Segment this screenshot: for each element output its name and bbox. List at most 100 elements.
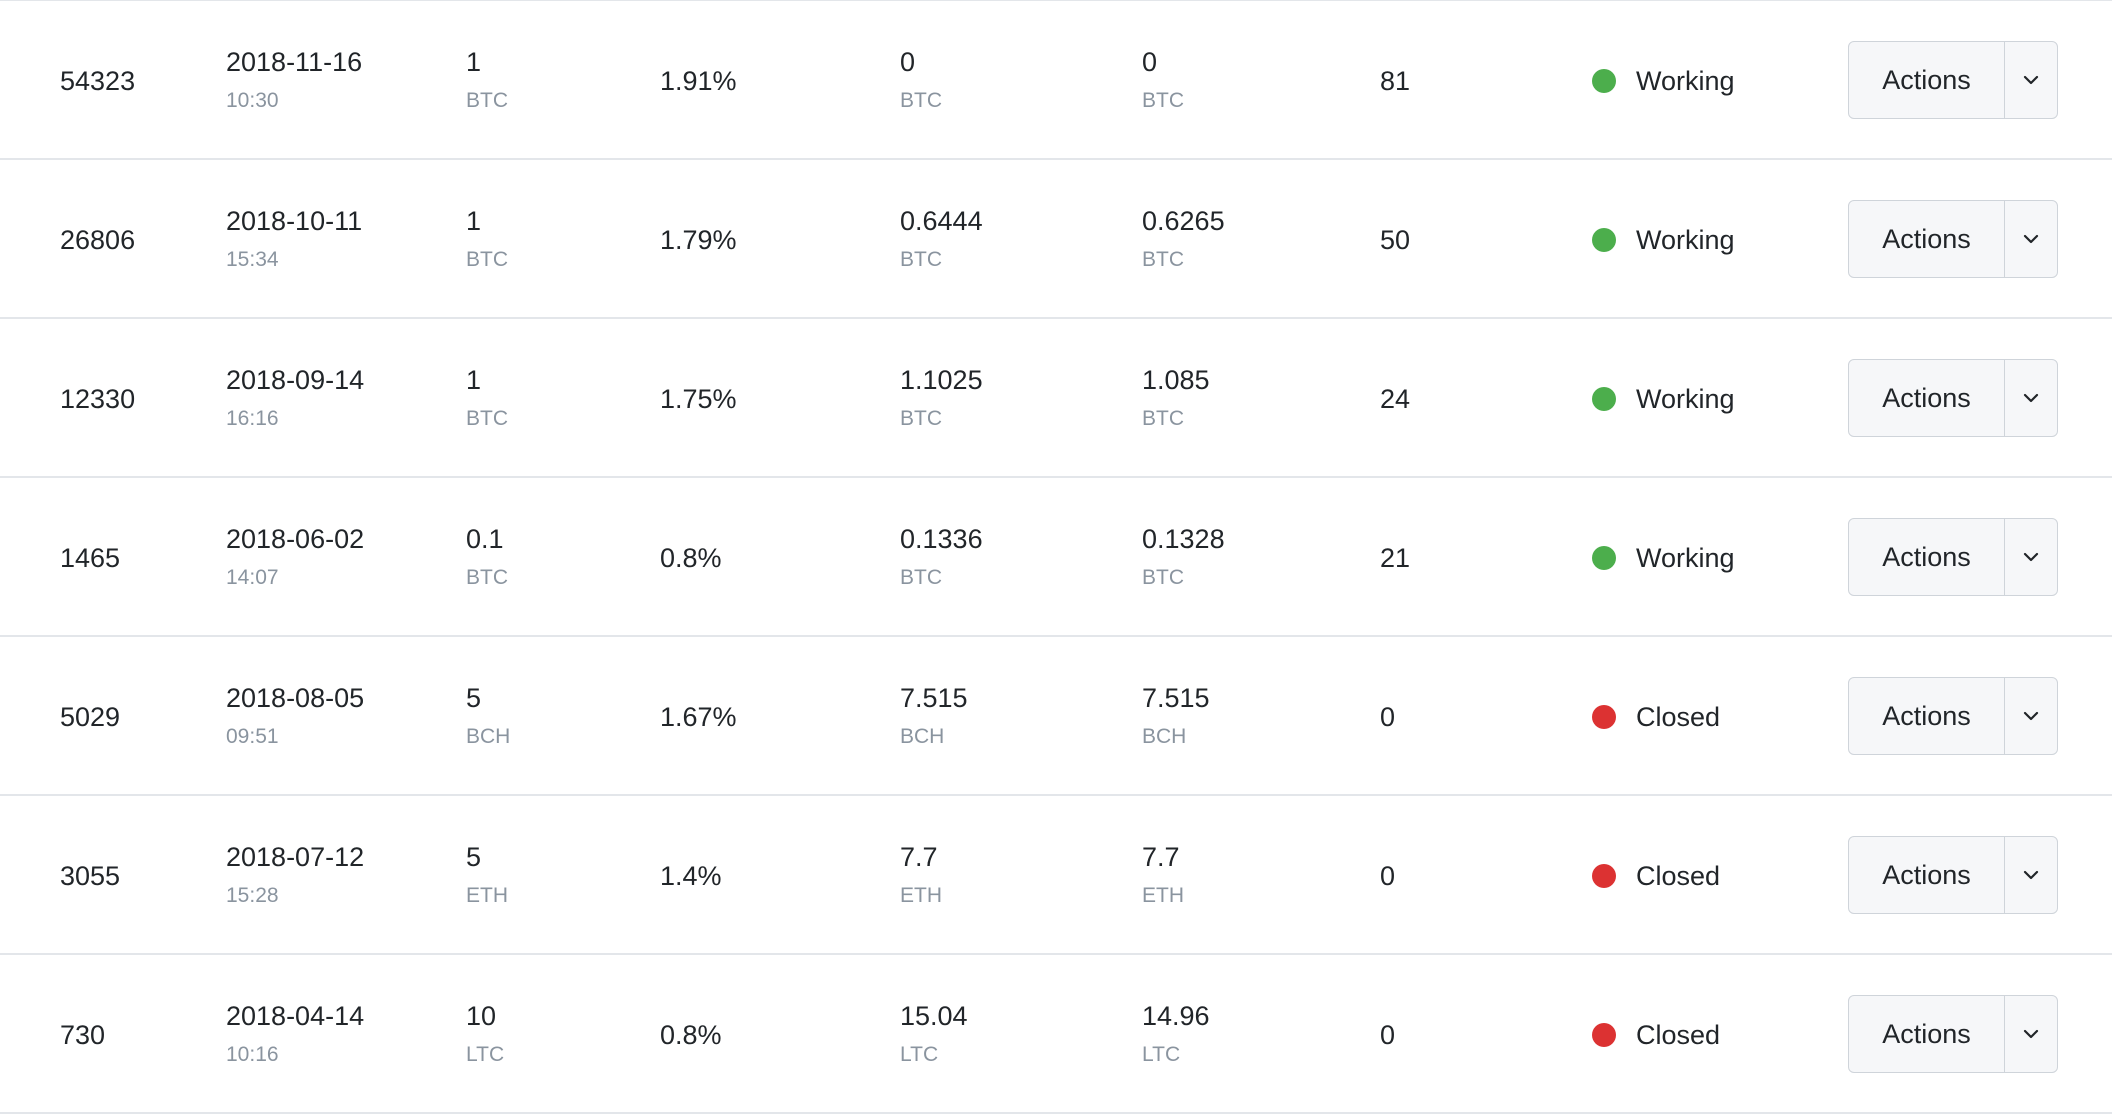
value1-value: 15.04 — [900, 1001, 968, 1031]
table-row: 12330 2018-09-14 16:16 1 BTC 1.75% 1.102… — [0, 319, 2112, 478]
value2-unit: BTC — [1142, 407, 1184, 430]
count-value: 21 — [1380, 543, 1411, 573]
actions-button-group: Actions — [1848, 41, 2058, 119]
value2-unit: BTC — [1142, 566, 1184, 589]
status-dot-icon — [1592, 228, 1616, 252]
actions-dropdown-toggle[interactable] — [2005, 519, 2057, 595]
time-value: 15:34 — [226, 248, 279, 271]
actions-button[interactable]: Actions — [1849, 360, 2005, 436]
value1-value: 7.515 — [900, 683, 968, 713]
status-dot-icon — [1592, 546, 1616, 570]
rate-value: 1.67% — [660, 702, 737, 732]
chevron-down-icon — [2023, 1029, 2039, 1039]
amount-value: 1 — [466, 47, 482, 77]
table-row: 26806 2018-10-11 15:34 1 BTC 1.79% 0.644… — [0, 160, 2112, 319]
table-row: 730 2018-04-14 10:16 10 LTC 0.8% 15.04 L… — [0, 955, 2112, 1114]
date-value: 2018-06-02 — [226, 524, 365, 554]
amount-unit: BCH — [466, 725, 511, 748]
actions-button[interactable]: Actions — [1849, 837, 2005, 913]
value1-unit: BTC — [900, 566, 942, 589]
count-value: 50 — [1380, 225, 1411, 255]
table-row: 5029 2018-08-05 09:51 5 BCH 1.67% 7.515 … — [0, 637, 2112, 796]
actions-button[interactable]: Actions — [1849, 42, 2005, 118]
amount-unit: ETH — [466, 884, 508, 907]
amount-value: 0.1 — [466, 524, 504, 554]
value2-unit: BCH — [1142, 725, 1187, 748]
actions-dropdown-toggle[interactable] — [2005, 996, 2057, 1072]
count-value: 0 — [1380, 1020, 1396, 1050]
rate-value: 1.75% — [660, 384, 737, 414]
status-label: Working — [1636, 66, 1735, 96]
amount-unit: LTC — [466, 1043, 505, 1066]
chevron-down-icon — [2023, 552, 2039, 562]
table-row: 3055 2018-07-12 15:28 5 ETH 1.4% 7.7 ETH… — [0, 796, 2112, 955]
chevron-down-icon — [2023, 393, 2039, 403]
count-value: 0 — [1380, 861, 1396, 891]
status-label: Working — [1636, 225, 1735, 255]
status-label: Closed — [1636, 1020, 1721, 1050]
rate-value: 0.8% — [660, 1020, 722, 1050]
amount-unit: BTC — [466, 407, 508, 430]
actions-dropdown-toggle[interactable] — [2005, 201, 2057, 277]
row-id: 1465 — [60, 543, 121, 573]
date-value: 2018-08-05 — [226, 683, 365, 713]
rate-value: 0.8% — [660, 543, 722, 573]
actions-button-group: Actions — [1848, 200, 2058, 278]
status-label: Working — [1636, 384, 1735, 414]
actions-button-group: Actions — [1848, 836, 2058, 914]
row-id: 12330 — [60, 384, 136, 414]
status-label: Closed — [1636, 861, 1721, 891]
value1-value: 0.1336 — [900, 524, 983, 554]
value1-unit: ETH — [900, 884, 942, 907]
amount-unit: BTC — [466, 566, 508, 589]
value2-value: 0.6265 — [1142, 206, 1225, 236]
status-dot-icon — [1592, 705, 1616, 729]
value2-value: 0.1328 — [1142, 524, 1225, 554]
count-value: 24 — [1380, 384, 1411, 414]
count-value: 0 — [1380, 702, 1396, 732]
row-id: 3055 — [60, 861, 121, 891]
time-value: 15:28 — [226, 884, 279, 907]
actions-button-group: Actions — [1848, 518, 2058, 596]
value2-unit: BTC — [1142, 89, 1184, 112]
status-dot-icon — [1592, 387, 1616, 411]
amount-value: 5 — [466, 683, 482, 713]
time-value: 16:16 — [226, 407, 279, 430]
time-value: 09:51 — [226, 725, 279, 748]
value1-unit: BTC — [900, 407, 942, 430]
actions-button-group: Actions — [1848, 359, 2058, 437]
table-row: 1465 2018-06-02 14:07 0.1 BTC 0.8% 0.133… — [0, 478, 2112, 637]
actions-dropdown-toggle[interactable] — [2005, 360, 2057, 436]
value2-unit: ETH — [1142, 884, 1184, 907]
count-value: 81 — [1380, 66, 1411, 96]
actions-dropdown-toggle[interactable] — [2005, 837, 2057, 913]
actions-dropdown-toggle[interactable] — [2005, 42, 2057, 118]
value2-unit: LTC — [1142, 1043, 1181, 1066]
status-dot-icon — [1592, 864, 1616, 888]
date-value: 2018-10-11 — [226, 206, 363, 236]
amount-unit: BTC — [466, 248, 508, 271]
actions-dropdown-toggle[interactable] — [2005, 678, 2057, 754]
date-value: 2018-11-16 — [226, 47, 363, 77]
amount-value: 5 — [466, 842, 482, 872]
value1-unit: BCH — [900, 725, 945, 748]
actions-button-group: Actions — [1848, 677, 2058, 755]
actions-button[interactable]: Actions — [1849, 519, 2005, 595]
time-value: 10:30 — [226, 89, 279, 112]
actions-button[interactable]: Actions — [1849, 201, 2005, 277]
rate-value: 1.91% — [660, 66, 737, 96]
actions-button[interactable]: Actions — [1849, 996, 2005, 1072]
value2-value: 7.7 — [1142, 842, 1180, 872]
row-id: 54323 — [60, 66, 136, 96]
amount-value: 10 — [466, 1001, 497, 1031]
value1-unit: LTC — [900, 1043, 939, 1066]
amount-value: 1 — [466, 206, 482, 236]
row-id: 5029 — [60, 702, 121, 732]
value1-value: 7.7 — [900, 842, 938, 872]
value1-value: 0 — [900, 47, 916, 77]
time-value: 14:07 — [226, 566, 279, 589]
value2-value: 7.515 — [1142, 683, 1210, 713]
table-row: 54323 2018-11-16 10:30 1 BTC 1.91% 0 BTC… — [0, 1, 2112, 160]
chevron-down-icon — [2023, 234, 2039, 244]
actions-button[interactable]: Actions — [1849, 678, 2005, 754]
